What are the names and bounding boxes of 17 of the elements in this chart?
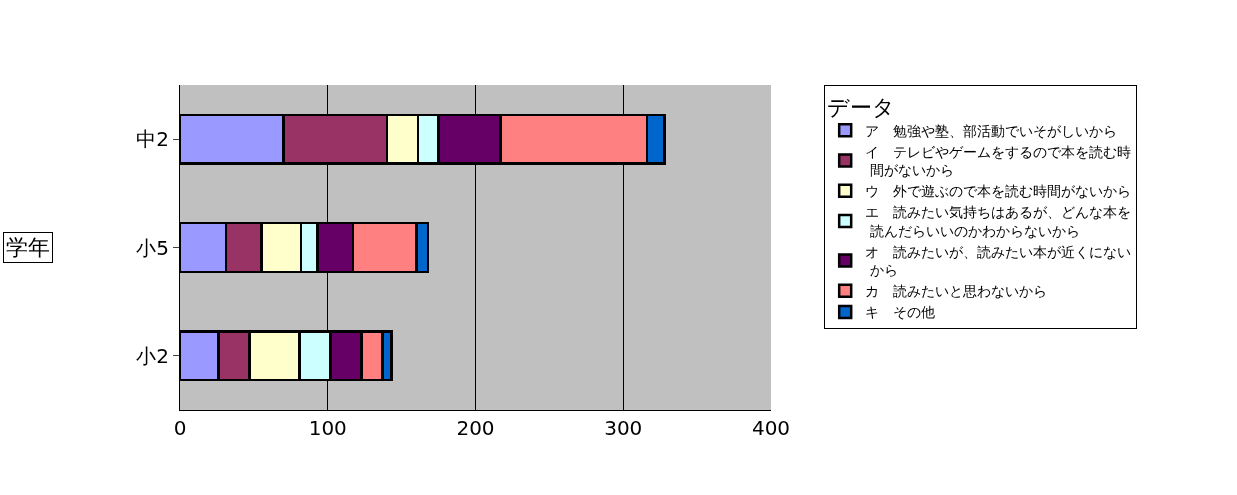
x-tick-label: 0 [173,416,187,440]
legend-label: キ その他 [865,304,936,321]
y-tick-label: 中2 [136,127,169,152]
x-tick-label: 200 [456,416,495,440]
legend-label: イ テレビやゲームをするので本を読む時間がないから [865,143,1132,179]
y-axis-title: 学年 [6,235,50,260]
y-tick-label: 小2 [136,343,169,368]
legend-title: データ [827,94,896,120]
legend-label: カ 読みたいと思わないから [865,283,1048,300]
y-tick-label: 小5 [136,235,169,260]
x-tick-label: 300 [604,416,643,440]
x-tick-label: 400 [751,416,791,440]
legend-label: エ 読みたい気持ちはあるが、どんな本を読んだらいいのかわからないから [865,204,1132,239]
legend-label: ア 勉強や塾、部活動でいそがしいから [865,122,1118,139]
legend-label: ウ 外で遊ぶので本を読む時間がないから [865,183,1132,200]
legend-label: オ 読みたいが、読みたい本が近くにないから [865,243,1132,279]
x-tick-label: 100 [308,416,347,440]
